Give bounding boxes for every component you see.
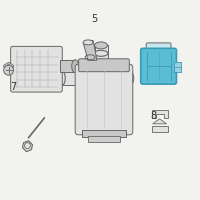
Polygon shape — [152, 110, 168, 118]
Polygon shape — [90, 72, 130, 85]
Text: 5: 5 — [91, 14, 97, 24]
Ellipse shape — [126, 71, 134, 85]
Bar — [88, 70, 110, 85]
Polygon shape — [55, 70, 90, 85]
Ellipse shape — [51, 70, 59, 86]
FancyBboxPatch shape — [141, 48, 176, 84]
Polygon shape — [4, 62, 14, 67]
FancyBboxPatch shape — [79, 59, 129, 72]
Text: 7: 7 — [10, 82, 17, 92]
Bar — [174, 62, 181, 72]
Bar — [82, 130, 126, 137]
Text: 8: 8 — [151, 111, 157, 121]
Circle shape — [4, 65, 14, 75]
FancyBboxPatch shape — [146, 43, 171, 54]
Bar — [152, 126, 168, 132]
Polygon shape — [153, 119, 167, 124]
FancyBboxPatch shape — [75, 64, 133, 135]
Polygon shape — [23, 141, 32, 152]
Polygon shape — [95, 45, 108, 72]
Ellipse shape — [83, 40, 93, 45]
Ellipse shape — [95, 42, 107, 49]
Polygon shape — [60, 60, 75, 72]
Bar — [88, 136, 120, 142]
FancyBboxPatch shape — [11, 46, 62, 92]
Ellipse shape — [72, 60, 79, 73]
Polygon shape — [83, 40, 97, 60]
